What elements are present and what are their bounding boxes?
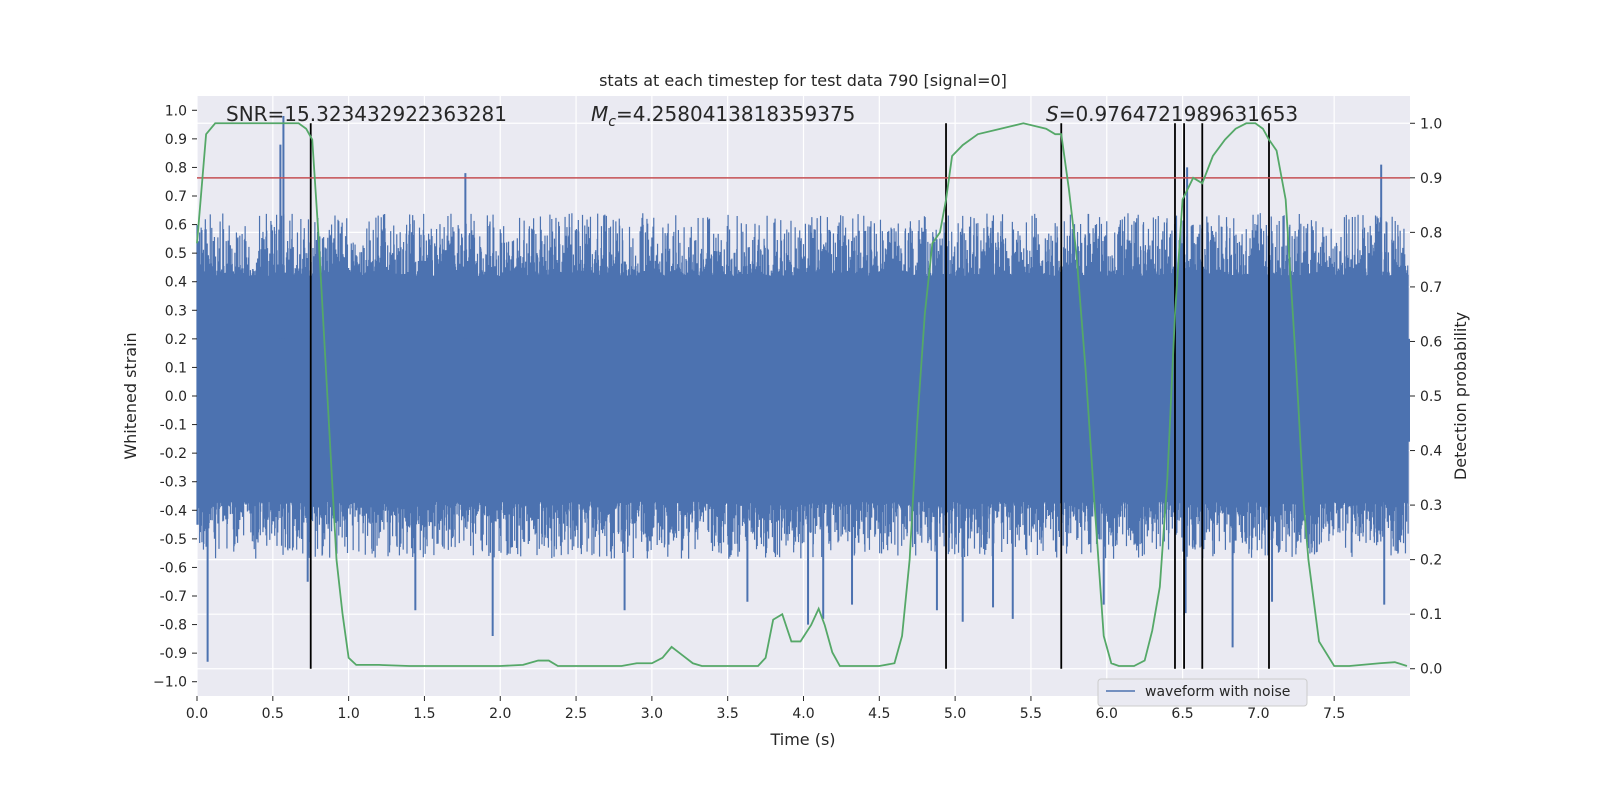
x-tick-label: 2.0 [489, 706, 511, 722]
x-tick-label: 3.5 [717, 706, 739, 722]
x-tick-label: 7.0 [1247, 706, 1269, 722]
snr-annotation: SNR=15.323432922363281 [226, 102, 507, 126]
x-tick-label: 1.0 [337, 706, 359, 722]
chart-title: stats at each timestep for test data 790… [599, 71, 1007, 90]
x-tick-label: 0.0 [186, 706, 208, 722]
legend-label: waveform with noise [1145, 684, 1290, 700]
y-axis-left: 1.0 0.9 0.8 0.7 0.6 0.5 0.4 0.3 0.2 0.1 0.0 -0.1 -0.… [153, 103, 197, 691]
y-tick-label: 0.1 [165, 360, 187, 376]
legend: waveform with noise [1097, 678, 1308, 707]
waveform-core [197, 338, 1410, 442]
y-tick-label: 0.3 [165, 303, 187, 319]
x-tick-label: 6.0 [1096, 706, 1118, 722]
y-tick-label: 0.9 [165, 132, 187, 148]
mc-prefix: M [591, 102, 608, 126]
y-tick-label: -0.8 [160, 618, 187, 634]
s-prefix: S [1046, 102, 1059, 126]
y2-axis-title: Detection probability [1451, 312, 1470, 480]
x-tick-label: 5.0 [944, 706, 966, 722]
y-tick-label: 0.2 [165, 332, 187, 348]
y-axis-title: Whitened strain [121, 332, 140, 459]
y2-tick-label: 0.8 [1420, 225, 1442, 241]
y-tick-label: 1.0 [165, 103, 187, 119]
y-tick-label: -0.7 [160, 589, 187, 605]
mc-annotation: Mc=4.2580413818359375 [591, 102, 855, 130]
y-tick-label: 0.8 [165, 160, 187, 176]
vertical-lines [309, 123, 1270, 669]
probability-series [196, 122, 1408, 667]
y-tick-label: 0.0 [165, 389, 187, 405]
y2-tick-label: 0.6 [1420, 334, 1442, 350]
s-annotation: S=0.9764721989631653 [1046, 102, 1298, 126]
y-tick-label: -0.9 [160, 646, 187, 662]
y-tick-label: -0.5 [160, 532, 187, 548]
y-tick-label: 0.6 [165, 218, 187, 234]
x-tick-label: 7.5 [1323, 706, 1345, 722]
y2-tick-label: 0.4 [1420, 444, 1442, 460]
waveform-series [196, 116, 1410, 662]
s-value: =0.9764721989631653 [1059, 102, 1298, 126]
y-tick-label: -0.3 [160, 475, 187, 491]
y-tick-label: 0.4 [165, 275, 187, 291]
x-tick-label: 1.5 [413, 706, 435, 722]
x-tick-label: 2.5 [565, 706, 587, 722]
mc-subscript: c [608, 114, 616, 130]
y2-tick-label: 0.5 [1420, 389, 1442, 405]
x-axis: 0.0 0.5 1.0 1.5 2.0 2.5 3.0 3.5 4.0 4.5 5.0 5.5 6.0 6… [186, 696, 1345, 722]
x-tick-label: 5.5 [1020, 706, 1042, 722]
y-axis-right: 1.0 0.9 0.8 0.7 0.6 0.5 0.4 0.3 0.2 0.1 0.0 [1410, 116, 1442, 678]
y-tick-label: -0.1 [160, 418, 187, 434]
x-tick-label: 0.5 [262, 706, 284, 722]
y-tick-label: −1.0 [153, 675, 187, 691]
legend-box [1097, 678, 1308, 707]
y2-tick-label: 0.3 [1420, 498, 1442, 514]
y-tick-label: -0.4 [160, 503, 187, 519]
y2-tick-label: 0.9 [1420, 171, 1442, 187]
y2-tick-label: 0.0 [1420, 662, 1442, 678]
y2-tick-label: 1.0 [1420, 116, 1442, 132]
y-tick-label: -0.2 [160, 446, 187, 462]
y-tick-label: 0.5 [165, 246, 187, 262]
probability-line [196, 122, 1408, 667]
x-tick-label: 4.0 [792, 706, 814, 722]
y2-tick-label: 0.1 [1420, 607, 1442, 623]
mc-value: =4.2580413818359375 [616, 102, 855, 126]
y-tick-label: -0.6 [160, 560, 187, 576]
x-tick-label: 3.0 [641, 706, 663, 722]
y2-tick-label: 0.7 [1420, 280, 1442, 296]
x-axis-title: Time (s) [769, 730, 835, 749]
x-tick-label: 4.5 [868, 706, 890, 722]
x-tick-label: 6.5 [1171, 706, 1193, 722]
y2-tick-label: 0.2 [1420, 553, 1442, 569]
y-tick-label: 0.7 [165, 189, 187, 205]
